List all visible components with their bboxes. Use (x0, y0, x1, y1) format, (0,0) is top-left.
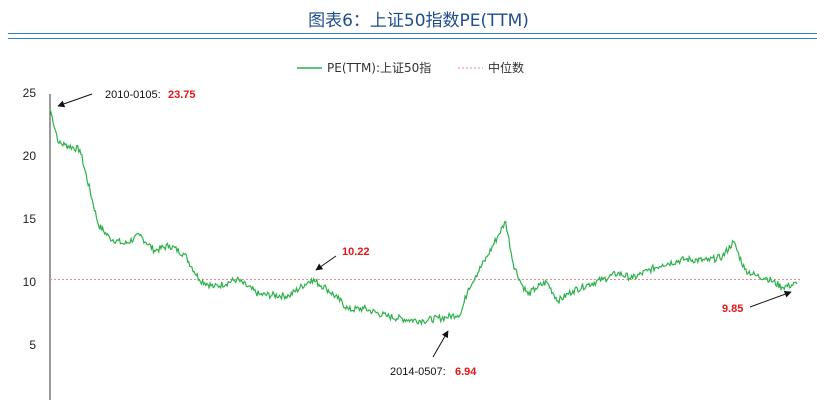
title-rule-bottom (8, 38, 817, 39)
annotation-start-date: 2010-0105: (105, 89, 161, 101)
y-tick-label: 20 (23, 149, 37, 163)
annotation-start-arrow (57, 93, 93, 108)
annotation-low-value: 6.94 (455, 366, 477, 378)
annotation-end-value: 9.85 (722, 303, 743, 315)
annotation-low: 2014-0507: 6.94 (390, 330, 477, 378)
series-line-pe (49, 108, 798, 327)
legend-series-label: PE(TTM):上证50指 (327, 60, 431, 75)
y-ticks: 25 20 15 10 5 (23, 86, 37, 352)
annotation-low-arrow (432, 330, 449, 358)
annotation-peak-arrow (315, 255, 337, 271)
y-tick-label: 15 (23, 212, 37, 226)
annotation-start: 2010-0105: 23.75 (57, 89, 196, 108)
annotation-start-value: 23.75 (168, 89, 196, 101)
y-tick-label: 5 (29, 338, 36, 352)
y-tick-label: 10 (23, 275, 37, 289)
annotation-end: 9.85 (722, 290, 792, 315)
annotation-end-arrow (749, 290, 792, 308)
page-title: 图表6：上证50指数PE(TTM) (308, 11, 529, 31)
annotation-peak-value: 10.22 (342, 246, 370, 258)
legend-median-label: 中位数 (488, 60, 524, 75)
y-tick-label: 25 (23, 86, 37, 100)
annotation-low-date: 2014-0507: (390, 366, 446, 378)
title-rule-top (8, 33, 817, 34)
annotation-peak: 10.22 (315, 246, 370, 271)
